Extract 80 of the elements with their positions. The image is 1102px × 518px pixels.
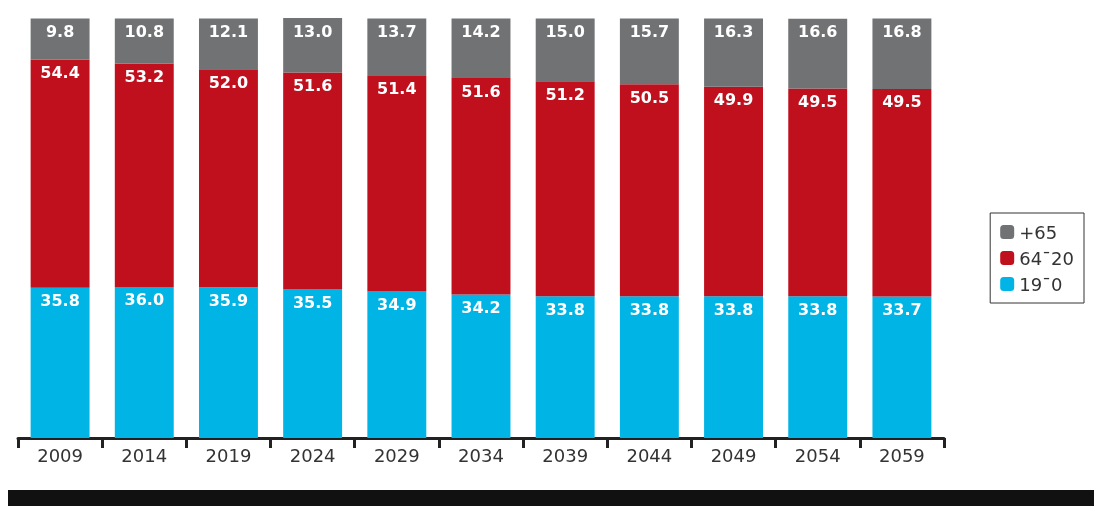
data-label: 51.6	[292, 76, 333, 96]
data-label: 49.9	[713, 90, 754, 110]
bar	[30, 18, 90, 60]
data-label: 34.9	[377, 295, 417, 315]
x-tick-label: 2034	[458, 444, 504, 466]
bar	[872, 18, 932, 89]
data-label: 50.5	[629, 87, 670, 107]
data-label: 16.8	[882, 21, 922, 41]
data-label: 52.0	[208, 72, 249, 92]
bar	[535, 81, 595, 297]
data-label: 16.6	[797, 22, 838, 42]
bar	[114, 63, 174, 287]
bar	[619, 296, 679, 438]
data-label: 9.8	[45, 21, 75, 41]
data-label: 14.2	[461, 21, 501, 41]
bar	[619, 18, 679, 85]
bar	[367, 18, 427, 76]
data-label: 54.4	[40, 63, 80, 83]
data-label: 49.5	[797, 91, 838, 111]
data-label: 36.0	[124, 290, 165, 310]
data-label: 13.0	[292, 21, 333, 41]
bar	[872, 296, 932, 438]
bar	[704, 86, 764, 297]
data-label: 35.5	[292, 292, 333, 312]
data-label: 35.8	[40, 291, 80, 311]
bar	[198, 287, 258, 438]
data-label: 51.6	[461, 81, 501, 101]
bar	[30, 287, 90, 438]
bar	[788, 18, 848, 89]
data-label: 33.8	[797, 299, 838, 319]
bar	[198, 18, 258, 70]
data-label: 33.8	[713, 299, 754, 319]
bar	[30, 59, 90, 288]
bar	[114, 286, 174, 438]
bar	[367, 75, 427, 292]
bar	[788, 296, 848, 438]
data-label: 34.2	[461, 298, 501, 317]
legend-label: 64ˉ20	[1019, 247, 1074, 269]
data-label: 51.4	[377, 79, 417, 99]
bar	[283, 72, 343, 290]
data-label: 16.3	[713, 21, 754, 41]
data-label: 13.7	[377, 21, 417, 41]
x-tick-label: 2029	[373, 444, 420, 466]
x-tick-label: 2059	[879, 444, 925, 466]
bar	[283, 289, 343, 438]
bar	[704, 18, 764, 87]
bar	[619, 84, 679, 297]
bar	[451, 294, 511, 438]
x-tick-label: 2019	[205, 444, 252, 466]
data-label: 15.0	[545, 21, 585, 41]
x-tick-label: 2039	[542, 444, 589, 466]
bar	[198, 69, 258, 288]
bar	[535, 18, 595, 82]
data-label: 35.9	[208, 290, 249, 310]
bar	[451, 18, 511, 78]
data-label: 15.7	[629, 21, 670, 41]
bar	[788, 88, 848, 297]
x-tick-label: 2044	[626, 444, 673, 466]
data-label: 10.8	[124, 21, 165, 41]
data-label: 33.7	[882, 300, 922, 320]
x-tick-label: 2049	[710, 444, 757, 466]
data-label: 53.2	[124, 67, 165, 87]
bar	[367, 291, 427, 438]
data-label: 49.5	[882, 92, 922, 112]
x-tick-label: 2024	[289, 444, 336, 466]
data-label: 12.1	[208, 21, 249, 41]
bar	[535, 296, 595, 438]
bar	[872, 88, 932, 297]
data-label: 33.8	[545, 299, 585, 319]
legend-label: +65	[1019, 221, 1058, 243]
x-tick-label: 2054	[794, 444, 841, 466]
bar	[283, 18, 343, 73]
bar	[451, 78, 511, 295]
x-tick-label: 2014	[121, 444, 168, 466]
bar	[114, 18, 174, 64]
x-tick-label: 2009	[37, 444, 83, 466]
bar	[704, 296, 764, 438]
data-label: 51.2	[545, 84, 585, 104]
data-label: 33.8	[629, 299, 670, 319]
legend-label: 19ˉ0	[1019, 273, 1063, 295]
